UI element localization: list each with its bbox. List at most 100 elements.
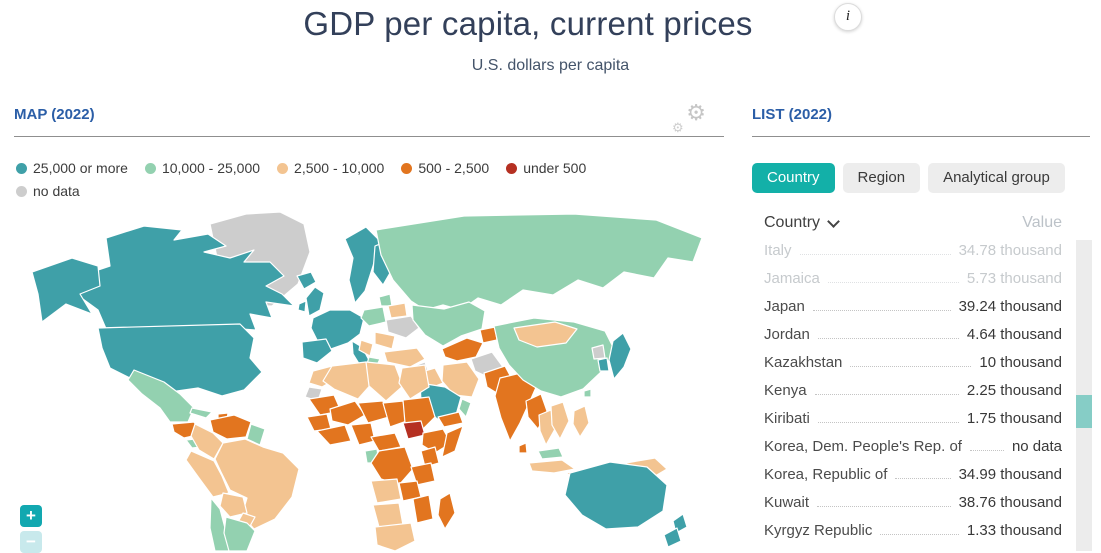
region-guyana[interactable] <box>246 423 266 446</box>
region-alaska[interactable] <box>31 257 101 323</box>
region-indonesia-west[interactable] <box>528 459 576 474</box>
region-new-zealand-south[interactable] <box>663 527 682 548</box>
region-mexico[interactable] <box>127 369 195 423</box>
list-item-kyrgyz-republic[interactable]: Kyrgyz Republic 1.33 thousand <box>764 516 1062 544</box>
country-value: 5.73 thousand <box>966 269 1062 287</box>
list-scrollbar-thumb[interactable] <box>1076 395 1092 428</box>
region-south-sudan[interactable] <box>402 420 426 440</box>
dotted-leader <box>827 282 959 283</box>
region-angola[interactable] <box>370 478 402 504</box>
region-egypt[interactable] <box>398 364 430 400</box>
region-iberia[interactable] <box>301 338 333 364</box>
world-map[interactable] <box>14 210 740 551</box>
legend-label: 25,000 or more <box>33 160 128 176</box>
region-argentina[interactable] <box>223 516 256 551</box>
region-taiwan[interactable] <box>583 388 592 398</box>
map-panel-divider <box>14 136 724 137</box>
list-item-korea-republic[interactable]: Korea, Republic of 34.99 thousand <box>764 460 1062 488</box>
region-venezuela[interactable] <box>209 414 252 440</box>
country-value: 38.76 thousand <box>958 493 1062 511</box>
region-japan[interactable] <box>608 332 632 380</box>
region-balkans[interactable] <box>358 339 374 357</box>
region-thailand[interactable] <box>538 409 556 446</box>
region-romania[interactable] <box>374 331 396 350</box>
region-west-africa-coast[interactable] <box>316 424 352 446</box>
page-subtitle: U.S. dollars per capita <box>471 57 630 74</box>
settings-button[interactable]: ⚙ ⚙ <box>672 100 706 135</box>
list-item-japan[interactable]: Japan 39.24 thousand <box>764 292 1062 320</box>
list-item-italy[interactable]: Italy 34.78 thousand <box>764 236 1062 264</box>
region-russia[interactable] <box>375 213 703 311</box>
region-chile[interactable] <box>209 497 230 551</box>
region-peru[interactable] <box>185 450 230 498</box>
country-value: 4.64 thousand <box>966 325 1062 343</box>
region-south-africa[interactable] <box>374 522 416 551</box>
country-name: Kuwait <box>764 493 810 511</box>
region-vietnam[interactable] <box>550 401 570 440</box>
region-ukraine[interactable] <box>385 315 420 339</box>
tab-analytical-group[interactable]: Analytical group <box>928 163 1065 193</box>
gear-icon: ⚙ <box>686 100 706 125</box>
list-scrollbar-track[interactable] <box>1076 240 1092 551</box>
country-value: no data <box>1011 437 1062 455</box>
region-south-korea[interactable] <box>597 357 610 372</box>
region-kenya[interactable] <box>420 446 440 468</box>
region-mali[interactable] <box>329 400 366 426</box>
list-item-kuwait[interactable]: Kuwait 38.76 thousand <box>764 488 1062 516</box>
list-item-jordan[interactable]: Jordan 4.64 thousand <box>764 320 1062 348</box>
list-item-kazakhstan[interactable]: Kazakhstan 10 thousand <box>764 348 1062 376</box>
region-iceland[interactable] <box>296 271 317 290</box>
region-uk[interactable] <box>305 286 325 317</box>
region-poland[interactable] <box>360 306 387 327</box>
region-yemen[interactable] <box>437 411 464 428</box>
region-baltics[interactable] <box>378 293 393 307</box>
region-namibia-botswana[interactable] <box>372 502 404 528</box>
region-somalia[interactable] <box>441 425 464 458</box>
region-mongolia[interactable] <box>513 321 578 348</box>
region-canada[interactable] <box>75 225 295 341</box>
region-usa[interactable] <box>97 323 263 397</box>
map-zoom-out-button[interactable]: − <box>20 531 42 553</box>
map-legend: 25,000 or more 10,000 - 25,000 2,500 - 1… <box>16 158 644 201</box>
region-mozambique[interactable] <box>412 494 434 524</box>
list-item-korea-dpr[interactable]: Korea, Dem. People's Rep. of no data <box>764 432 1062 460</box>
legend-label: under 500 <box>523 160 587 176</box>
region-libya[interactable] <box>365 361 404 402</box>
region-ireland[interactable] <box>297 300 307 313</box>
region-tanzania[interactable] <box>410 462 436 486</box>
region-nigeria[interactable] <box>350 422 376 446</box>
region-bolivia[interactable] <box>219 492 248 518</box>
dotted-leader <box>895 478 951 479</box>
region-colombia[interactable] <box>190 423 224 460</box>
region-north-korea[interactable] <box>591 344 606 360</box>
list-item-kenya[interactable]: Kenya 2.25 thousand <box>764 376 1062 404</box>
map-zoom-in-button[interactable]: + <box>20 505 42 527</box>
tab-region[interactable]: Region <box>842 163 921 193</box>
list-item-jamaica[interactable]: Jamaica 5.73 thousand <box>764 264 1062 292</box>
region-oman[interactable] <box>458 398 472 418</box>
region-brazil[interactable] <box>214 438 300 530</box>
region-cameroon-car[interactable] <box>370 432 402 452</box>
region-scandinavia[interactable] <box>344 226 381 304</box>
region-belarus[interactable] <box>387 302 408 319</box>
info-icon[interactable]: i <box>834 3 862 31</box>
region-philippines[interactable] <box>572 405 590 438</box>
region-sri-lanka[interactable] <box>518 442 528 454</box>
country-value: 34.78 thousand <box>958 241 1062 259</box>
region-australia[interactable] <box>564 461 668 530</box>
dotted-leader <box>817 338 959 339</box>
region-cuba[interactable] <box>189 407 213 419</box>
country-sort-control[interactable]: Country <box>764 214 840 232</box>
country-list: Italy 34.78 thousand Jamaica 5.73 thousa… <box>764 236 1062 544</box>
map-panel-title: MAP (2022) <box>14 106 95 123</box>
tab-country[interactable]: Country <box>752 163 835 193</box>
country-value: 1.33 thousand <box>966 521 1062 539</box>
region-malaysia[interactable] <box>537 447 564 460</box>
region-turkey[interactable] <box>383 347 426 368</box>
country-value: 10 thousand <box>979 353 1062 371</box>
region-iran[interactable] <box>441 361 480 398</box>
region-kazakhstan[interactable] <box>411 301 486 347</box>
region-madagascar[interactable] <box>437 492 456 530</box>
legend-item-3: 2,500 - 10,000 <box>277 158 384 178</box>
list-item-kiribati[interactable]: Kiribati 1.75 thousand <box>764 404 1062 432</box>
